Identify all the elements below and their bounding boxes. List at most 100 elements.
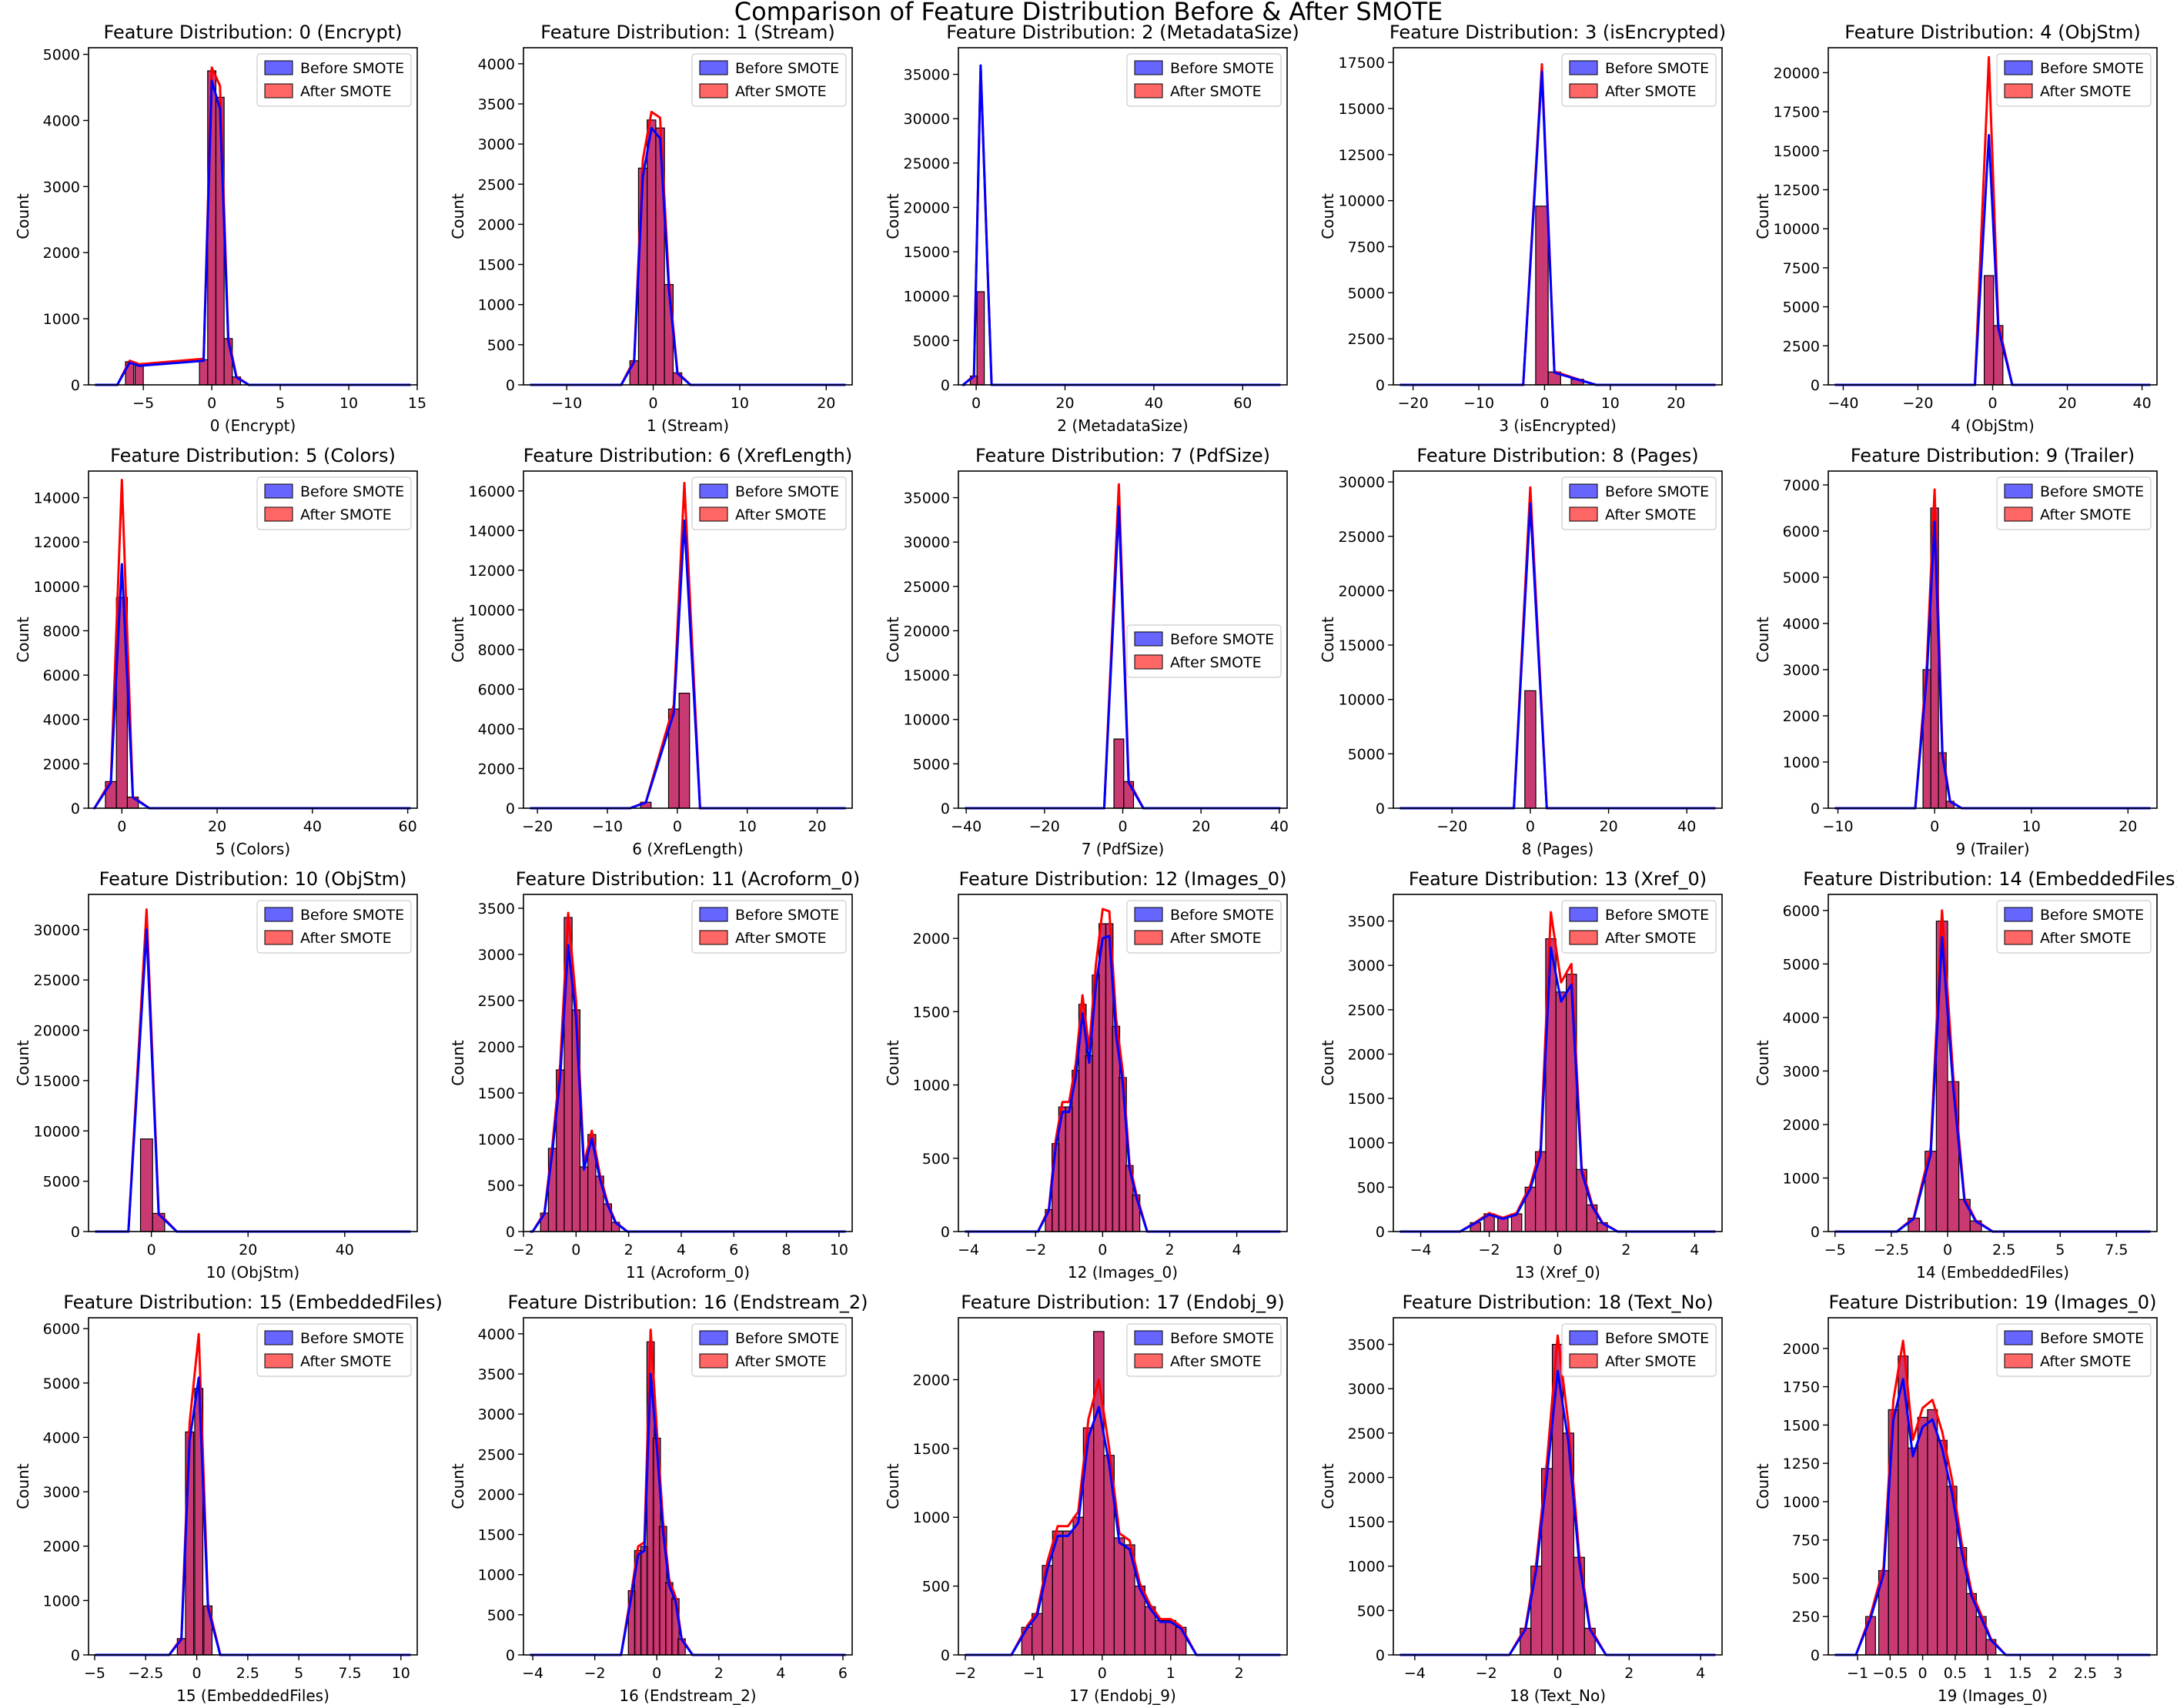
y-tick-label: 5000 (43, 47, 80, 64)
x-tick-label: 0 (1098, 1665, 1107, 1682)
x-tick-label: 20 (817, 395, 835, 412)
subplot-3: −20 −10 0 10 20 0 2500 5000 7500 10000 12500 15000 1… (1319, 22, 1726, 435)
x-tick-label: 2 (1235, 1665, 1244, 1682)
x-tick-label: 2 (2048, 1665, 2058, 1682)
y-axis-label: Count (1754, 1040, 1772, 1086)
y-tick-label: 20000 (1774, 65, 1820, 82)
y-tick-label: 25000 (904, 155, 950, 172)
subplot-6: −20 −10 0 10 20 0 2000 4000 6000 8000 10000 12000 14… (449, 445, 853, 858)
y-tick-label: 1500 (478, 1085, 515, 1102)
y-tick-label: 2000 (478, 1486, 515, 1503)
y-tick-label: 3000 (1783, 1063, 1820, 1080)
legend-label-before: Before SMOTE (735, 1330, 839, 1347)
legend-label-after: After SMOTE (300, 506, 392, 523)
y-tick-label: 0 (71, 1647, 80, 1664)
y-tick-label: 15000 (1339, 101, 1385, 118)
subplot-title: Feature Distribution: 9 (Trailer) (1851, 445, 2135, 466)
x-tick-label: 60 (1233, 395, 1252, 412)
x-tick-label: 20 (1055, 395, 1074, 412)
axes-frame (88, 894, 418, 1232)
y-tick-label: 1500 (478, 257, 515, 274)
axes-frame (88, 470, 418, 809)
x-tick-label: 10 (731, 395, 749, 412)
y-tick-label: 2000 (913, 1372, 950, 1389)
hist-bar (139, 1138, 153, 1232)
y-tick-label: 250 (1792, 1609, 1820, 1626)
y-tick-label: 2000 (43, 1539, 80, 1556)
y-axis-label: Count (1319, 617, 1337, 663)
y-tick-label: 0 (506, 1224, 515, 1241)
legend-label-after: After SMOTE (735, 506, 827, 523)
y-tick-label: 15000 (1339, 637, 1385, 654)
x-tick-label: 20 (208, 818, 226, 835)
hist-bar (678, 692, 691, 809)
x-tick-label: −2.5 (1874, 1242, 1909, 1258)
subplot-title: Feature Distribution: 16 (Endstream_2) (508, 1292, 868, 1313)
kde-before-line (95, 79, 411, 386)
legend-box (1996, 476, 2152, 530)
legend-label-after: After SMOTE (1605, 930, 1697, 947)
x-tick-label: 0 (1526, 818, 1535, 835)
subplot-title: Feature Distribution: 4 (ObjStm) (1844, 22, 2141, 43)
x-tick-label: 2 (1624, 1665, 1634, 1682)
legend-box (1996, 900, 2152, 954)
legend-swatch-after (2004, 506, 2033, 522)
y-tick-label: 3000 (43, 179, 80, 196)
legend-swatch-before (1569, 907, 1598, 922)
subplot-2: 0 20 40 60 0 5000 10000 15000 20000 25000 30000 350… (884, 22, 1299, 435)
x-tick-label: 2.5 (236, 1665, 259, 1682)
x-tick-label: 0 (1118, 818, 1127, 835)
legend-box (256, 1323, 412, 1377)
legend-label-after: After SMOTE (735, 1353, 827, 1370)
kde-after-line (530, 110, 846, 386)
x-axis-label: 16 (Endstream_2) (619, 1686, 756, 1705)
legend-swatch-after (1569, 930, 1598, 945)
x-tick-label: 15 (408, 395, 426, 412)
axes-frame (958, 1317, 1288, 1656)
x-tick-label: 20 (1667, 395, 1685, 412)
x-tick-label: −4 (1410, 1242, 1432, 1258)
y-tick-label: 5000 (43, 1375, 80, 1392)
y-tick-label: 17500 (1774, 104, 1820, 121)
x-tick-label: 0 (1098, 1242, 1107, 1258)
kde-before-line (1834, 936, 2151, 1233)
hist-bar (1524, 690, 1537, 809)
subplot-16: −4 −2 0 2 4 6 0 500 1000 1500 2000 2500 3000 3500 4000… (449, 1292, 868, 1705)
y-tick-label: 0 (1376, 1647, 1385, 1664)
y-tick-label: 2000 (1348, 1469, 1385, 1486)
legend-box (691, 476, 847, 530)
y-tick-label: 10000 (904, 712, 950, 729)
y-tick-label: 12500 (1339, 147, 1385, 164)
x-tick-label: −2 (513, 1242, 534, 1258)
kde-before-line (530, 126, 846, 386)
legend-swatch-after (699, 930, 728, 945)
x-tick-label: 40 (336, 1242, 354, 1258)
y-tick-label: 1000 (1783, 754, 1820, 771)
axes-frame (1828, 1317, 2158, 1656)
y-tick-label: 5000 (1348, 285, 1385, 302)
x-tick-label: 20 (1599, 818, 1617, 835)
legend-box (691, 53, 847, 107)
legend-label-after: After SMOTE (1605, 1353, 1697, 1370)
y-tick-label: 30000 (904, 111, 950, 128)
y-tick-label: 20000 (34, 1023, 80, 1040)
x-tick-label: 4 (1232, 1242, 1242, 1258)
y-tick-label: 16000 (469, 483, 515, 500)
legend-swatch-after (264, 930, 293, 945)
y-tick-label: 2500 (478, 1446, 515, 1463)
y-tick-label: 500 (1792, 1570, 1820, 1587)
x-tick-label: −10 (592, 818, 623, 835)
hist-bar (1907, 1447, 1918, 1656)
x-tick-label: −20 (1029, 818, 1060, 835)
x-tick-label: 0 (207, 395, 216, 412)
legend-swatch-before (1134, 907, 1163, 922)
x-tick-label: 3 (2113, 1665, 2122, 1682)
y-axis-label: Count (14, 1040, 32, 1086)
y-tick-label: 4000 (478, 1326, 515, 1343)
legend-swatch-before (2004, 483, 2033, 499)
legend-swatch-after (264, 1353, 293, 1369)
y-tick-label: 1000 (43, 1593, 80, 1609)
kde-before-line (1400, 1369, 1716, 1656)
legend-label-after: After SMOTE (1170, 83, 1262, 100)
y-tick-label: 25000 (1339, 529, 1385, 546)
